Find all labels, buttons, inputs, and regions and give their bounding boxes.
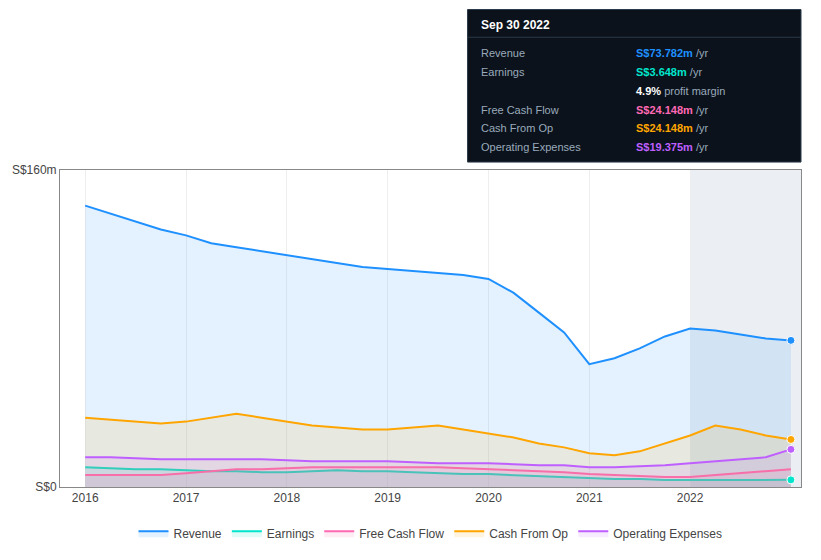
svg-text:S$24.148m /yr: S$24.148m /yr xyxy=(636,122,709,134)
svg-text:4.9% profit margin: 4.9% profit margin xyxy=(636,85,725,97)
svg-text:Free Cash Flow: Free Cash Flow xyxy=(481,104,559,116)
svg-text:2018: 2018 xyxy=(273,491,300,505)
svg-text:2017: 2017 xyxy=(173,491,200,505)
svg-text:Cash From Op: Cash From Op xyxy=(481,122,553,134)
svg-text:2016: 2016 xyxy=(72,491,99,505)
svg-text:Earnings: Earnings xyxy=(481,66,525,78)
svg-text:S$160m: S$160m xyxy=(12,163,57,177)
svg-text:S$24.148m /yr: S$24.148m /yr xyxy=(636,104,709,116)
svg-text:S$0: S$0 xyxy=(35,480,57,494)
svg-text:Cash From Op: Cash From Op xyxy=(489,527,568,541)
svg-text:Sep 30 2022: Sep 30 2022 xyxy=(481,18,550,32)
svg-text:Revenue: Revenue xyxy=(481,47,525,59)
svg-text:Earnings: Earnings xyxy=(267,527,314,541)
svg-text:2022: 2022 xyxy=(677,491,704,505)
svg-text:S$73.782m /yr: S$73.782m /yr xyxy=(636,47,709,59)
svg-text:Free Cash Flow: Free Cash Flow xyxy=(359,527,444,541)
svg-text:2020: 2020 xyxy=(475,491,502,505)
svg-text:S$3.648m /yr: S$3.648m /yr xyxy=(636,66,702,78)
svg-text:2021: 2021 xyxy=(576,491,603,505)
svg-text:Operating Expenses: Operating Expenses xyxy=(613,527,722,541)
svg-text:Operating Expenses: Operating Expenses xyxy=(481,141,581,153)
svg-text:Revenue: Revenue xyxy=(174,527,222,541)
svg-text:S$19.375m /yr: S$19.375m /yr xyxy=(636,141,709,153)
svg-text:2019: 2019 xyxy=(374,491,401,505)
